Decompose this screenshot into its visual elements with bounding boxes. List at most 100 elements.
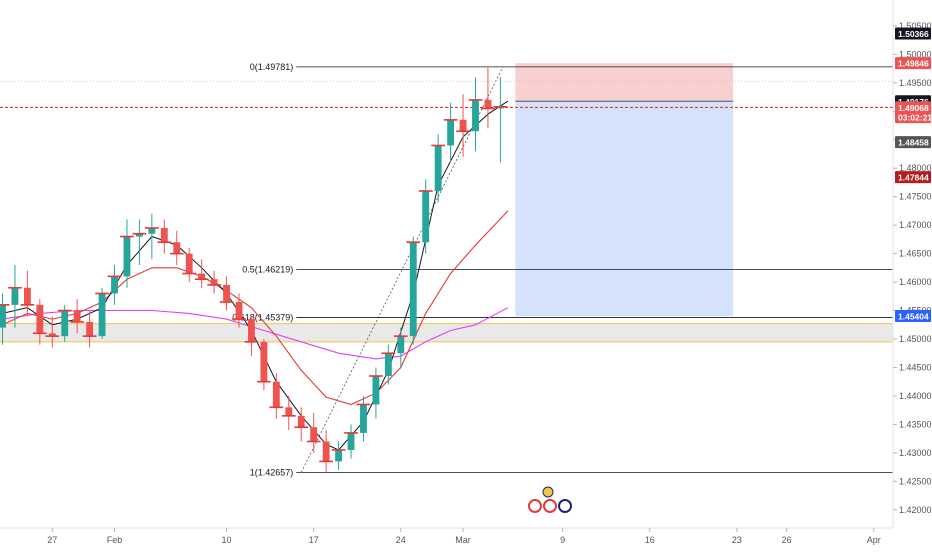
candle-body [285,407,293,416]
price-badge-label: 1.48458 [898,138,929,148]
price-badge [895,310,931,323]
price-badge [895,136,931,149]
candle-body [73,310,81,322]
time-tick-label: 27 [47,535,57,545]
price-badge [895,27,931,40]
price-tick-label: 1.42500 [899,476,932,486]
price-tick-label: 1.43500 [899,419,932,429]
candle-body [322,441,330,462]
candle-body [372,376,380,405]
candle-body [98,293,106,337]
price-badge-label: 1.49846 [898,59,929,69]
position-tool-layer[interactable] [515,63,734,317]
price-badge [895,171,931,184]
candle-body [347,432,355,450]
time-tick-label: Mar [455,535,471,545]
ma-mid-line [2,210,509,406]
candle-body [223,284,230,302]
logo-letter-icon [558,499,572,513]
fib-level-label: 0.5(1.46219) [242,265,293,275]
candle-body [111,276,118,294]
price-badge [895,57,931,70]
price-tick-label: 1.50500 [899,21,932,31]
logo-mark [528,486,572,513]
price-tick-label: 1.44500 [899,362,932,372]
stop-loss-zone [515,63,734,102]
time-tick-label: Feb [107,535,123,545]
take-profit-zone [515,101,734,317]
candle-body [11,287,19,305]
candle-body [210,279,218,285]
price-badge [895,111,931,124]
candle-body [23,287,31,305]
candle-body [409,242,417,337]
price-badge-label: 03:02:21 [898,113,932,123]
candle-body [384,353,392,376]
candle-body [86,321,94,337]
time-tick-label: 24 [396,535,406,545]
candle-body [36,304,44,334]
price-tick-label: 1.43000 [899,448,932,458]
price-tick-label: 1.48000 [899,163,932,173]
candle-body [135,233,143,237]
fib-level-label: 1(1.42657) [250,467,294,477]
logo-letter-icon [528,499,542,513]
candle-body [123,236,131,277]
logo-letter-icon [543,499,557,513]
price-tick-label: 1.44000 [899,391,932,401]
candle-body [335,450,342,462]
time-tick-label: 9 [560,535,565,545]
price-badge-label: 1.50366 [898,29,929,39]
candle-body [422,191,430,243]
candle-body [496,106,504,109]
candle-body [0,304,6,328]
logo-coin-icon [542,486,554,498]
candle-body [472,99,479,132]
time-tick-label: 10 [222,535,232,545]
candle-body [48,333,56,337]
price-tick-label: 1.46500 [899,249,932,259]
fib-level-label: 0.618(1.45379) [232,312,293,322]
candles-layer [0,66,508,473]
price-tick-label: 1.47500 [899,192,932,202]
price-badge [895,101,931,114]
candle-body [484,99,492,109]
candle-body [198,273,206,280]
candle-body [459,119,467,132]
candle-body [148,228,156,234]
price-tick-label: 1.47000 [899,220,932,230]
price-badge-label: 1.47844 [898,173,929,183]
candle-body [272,381,280,408]
candle-body [61,310,69,337]
time-tick-label: 23 [732,535,742,545]
price-tick-label: 1.49500 [899,78,932,88]
time-tick-label: 17 [309,535,319,545]
fibonacci-layer[interactable]: 0(1.49781) 0.5(1.46219) 0.618(1.45379) 1(1.… [0,62,893,478]
candle-body [310,427,318,442]
time-tick-label: 16 [645,535,655,545]
candle-body [235,302,243,320]
price-tick-label: 1.50000 [899,49,932,59]
candle-body [297,415,305,428]
candle-body [185,253,193,274]
candle-body [447,119,455,146]
price-tick-label: 1.46000 [899,277,932,287]
price-tick-label: 1.42000 [899,505,932,515]
time-tick-label: 26 [782,535,792,545]
candle-body [397,336,405,354]
candle-body [160,228,168,243]
fib-level-label: 0(1.49781) [250,62,294,72]
candle-body [434,145,442,191]
candle-body [260,341,268,382]
candle-body [173,242,181,254]
price-badge-label: 1.49068 [898,103,929,113]
price-tick-label: 1.45000 [899,334,932,344]
trend-line [300,66,504,473]
candle-body [248,319,255,342]
price-badge-label: 1.45404 [898,312,929,322]
candle-body [360,404,367,433]
